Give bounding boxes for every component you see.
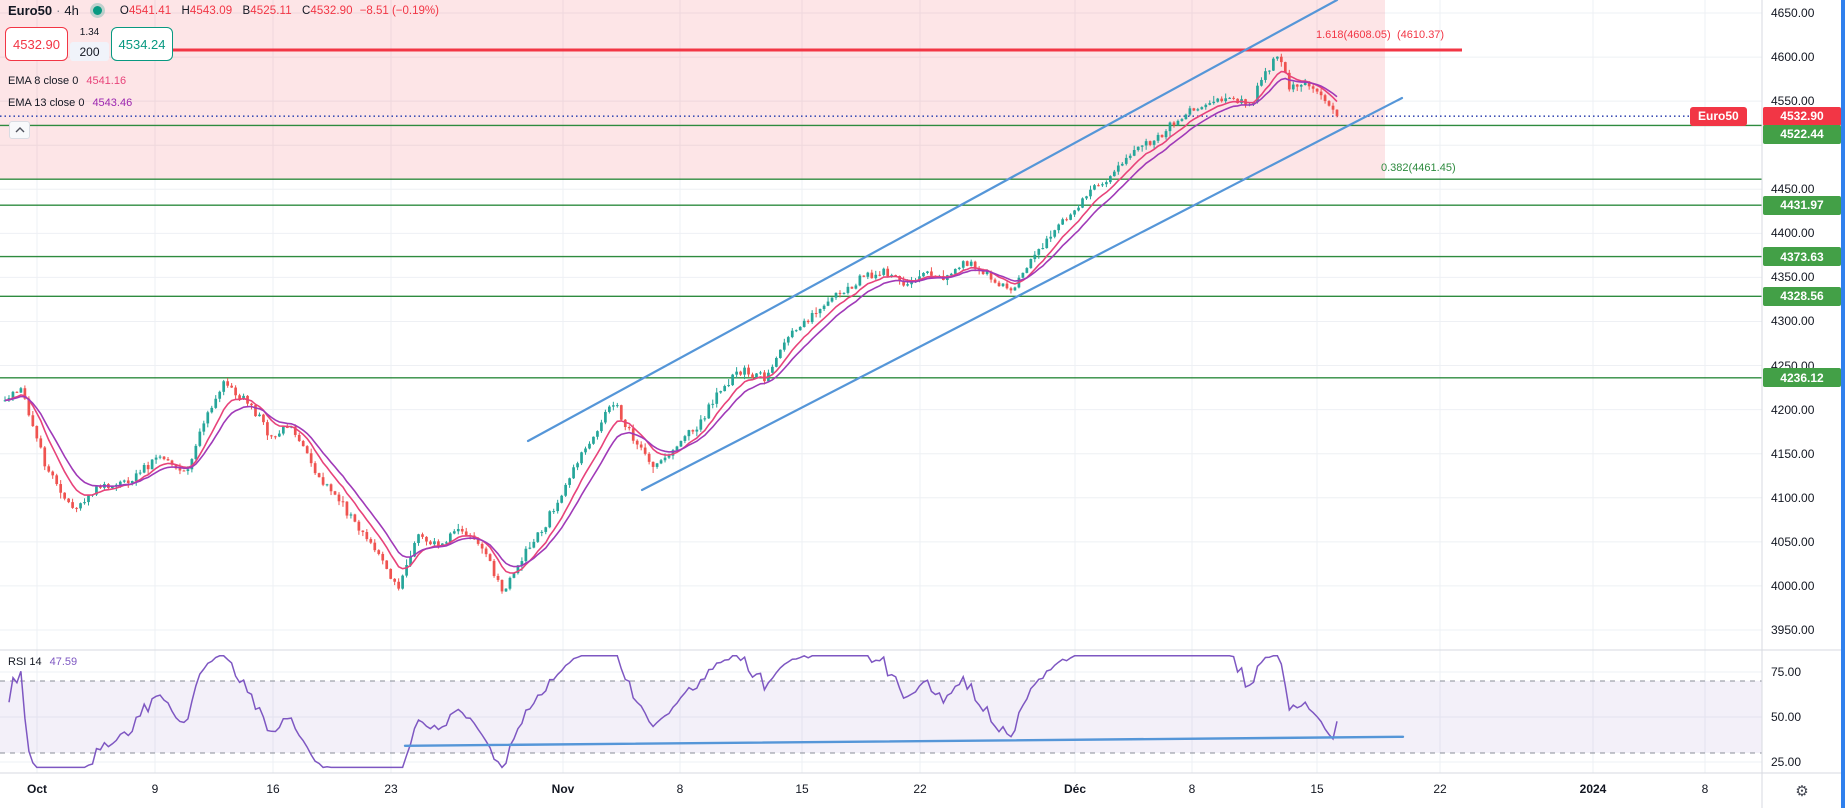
price-tick: 4650.00	[1771, 6, 1815, 20]
interval-label[interactable]: 4h	[64, 3, 79, 18]
fib-1618-label-2: (4610.37)	[1397, 29, 1445, 41]
ema8-legend[interactable]: EMA 8 close 0 4541.16	[8, 74, 126, 88]
alert-price-box: 4522.44	[1763, 124, 1841, 144]
title-separator: ·	[56, 3, 61, 18]
time-axis[interactable]: Oct 9 16 23 Nov 8 15 22 Déc 8 15 22 2024 8	[0, 773, 1762, 808]
open-label: O	[119, 4, 129, 17]
time-tick: Oct	[26, 782, 48, 796]
price-tick: 4200.00	[1771, 402, 1815, 417]
high-value: 4543.09	[189, 4, 233, 17]
ema8-label: EMA 8 close 0	[8, 75, 79, 87]
time-tick: 8	[1701, 782, 1709, 796]
price-tick: 4550.00	[1771, 94, 1815, 109]
close-value: 4532.90	[310, 4, 353, 17]
time-tick: 23	[384, 782, 398, 796]
close-label: C	[302, 4, 311, 17]
time-tick: Déc	[1063, 782, 1087, 796]
change-value: −8.51 (−0.19%)	[359, 4, 439, 17]
price-tick: 4100.00	[1771, 490, 1815, 505]
gear-icon[interactable]: ⚙	[1795, 782, 1809, 800]
alert-price-box: 4373.63	[1763, 247, 1841, 267]
low-label: B	[242, 4, 251, 17]
time-tick: 9	[151, 782, 159, 796]
time-tick: 15	[1310, 782, 1324, 796]
trade-widget-middle: 1.34 200	[70, 27, 109, 61]
low-value: 4525.11	[250, 4, 292, 17]
rsi-label: RSI 14	[8, 656, 42, 668]
alert-price-box: 4431.97	[1763, 195, 1841, 215]
gridlines	[0, 0, 1762, 773]
rsi-line	[8, 654, 1405, 769]
ema13-legend[interactable]: EMA 13 close 0 4543.46	[8, 96, 132, 110]
open-value: 4541.41	[128, 4, 172, 17]
symbol-title[interactable]: Euro50	[8, 3, 53, 18]
rsi-tick: 25.00	[1771, 755, 1802, 769]
price-tick: 4150.00	[1771, 446, 1815, 461]
ema13-value: 4543.46	[92, 97, 133, 109]
rsi-value: 47.59	[49, 656, 78, 668]
sell-button[interactable]: 4532.90	[5, 27, 68, 61]
price-tick: 4400.00	[1771, 226, 1815, 241]
zone-overlays	[0, 0, 1762, 754]
spread-value: 1.34	[79, 27, 100, 38]
time-tick: 15	[795, 782, 809, 796]
price-tick: 3950.00	[1771, 622, 1815, 637]
market-status-icon[interactable]	[92, 6, 102, 15]
ema-lines	[4, 70, 1338, 574]
time-tick: 8	[676, 782, 684, 796]
symbol-price-tag: Euro50	[1690, 106, 1747, 126]
price-tick: 4300.00	[1771, 314, 1815, 329]
alert-price-box: 4328.56	[1763, 286, 1841, 306]
right-edge-highlight	[1841, 0, 1845, 808]
price-tick: 4050.00	[1771, 534, 1815, 549]
quantity-field[interactable]: 200	[70, 42, 109, 61]
ema13-label: EMA 13 close 0	[8, 97, 85, 109]
rsi-tick: 75.00	[1771, 665, 1802, 679]
trend-channel-lines	[526, 0, 1404, 492]
price-tick: 4450.00	[1771, 182, 1815, 197]
fib-0382-label: 0.382(4461.45)	[1381, 162, 1456, 174]
alert-price-box: 4236.12	[1763, 368, 1841, 388]
time-tick: 22	[913, 782, 927, 796]
time-tick: 8	[1188, 782, 1196, 796]
ema8-value: 4541.16	[86, 75, 127, 87]
time-tick: Nov	[551, 782, 575, 796]
buy-button[interactable]: 4534.24	[111, 27, 173, 61]
time-tick: 16	[266, 782, 280, 796]
ohlc-values: O4541.41 H4543.09 B4525.11 C4532.90	[120, 5, 353, 17]
chart-legend: Euro50 · 4h O4541.41 H4543.09 B4525.11 C…	[8, 2, 439, 19]
price-axis[interactable]: 4650.00 4600.00 4550.00 4450.00 4400.00 4350.…	[1762, 0, 1842, 773]
rsi-tick: 50.00	[1771, 710, 1802, 724]
last-price-box: 4532.90	[1763, 106, 1841, 126]
time-tick: 2024	[1579, 782, 1607, 796]
price-tick: 4000.00	[1771, 578, 1815, 593]
fib-1618-label: 1.618(4608.05)	[1316, 29, 1391, 41]
rsi-legend[interactable]: RSI 14 47.59	[8, 656, 77, 668]
price-tick: 4350.00	[1771, 270, 1815, 285]
price-tick: 4600.00	[1771, 50, 1815, 65]
chevron-up-icon	[15, 127, 24, 133]
candles	[3, 53, 1339, 594]
collapse-legend-button[interactable]	[9, 121, 30, 139]
axis-settings-cell: ⚙	[1762, 773, 1842, 808]
high-label: H	[181, 4, 190, 17]
time-tick: 22	[1433, 782, 1447, 796]
